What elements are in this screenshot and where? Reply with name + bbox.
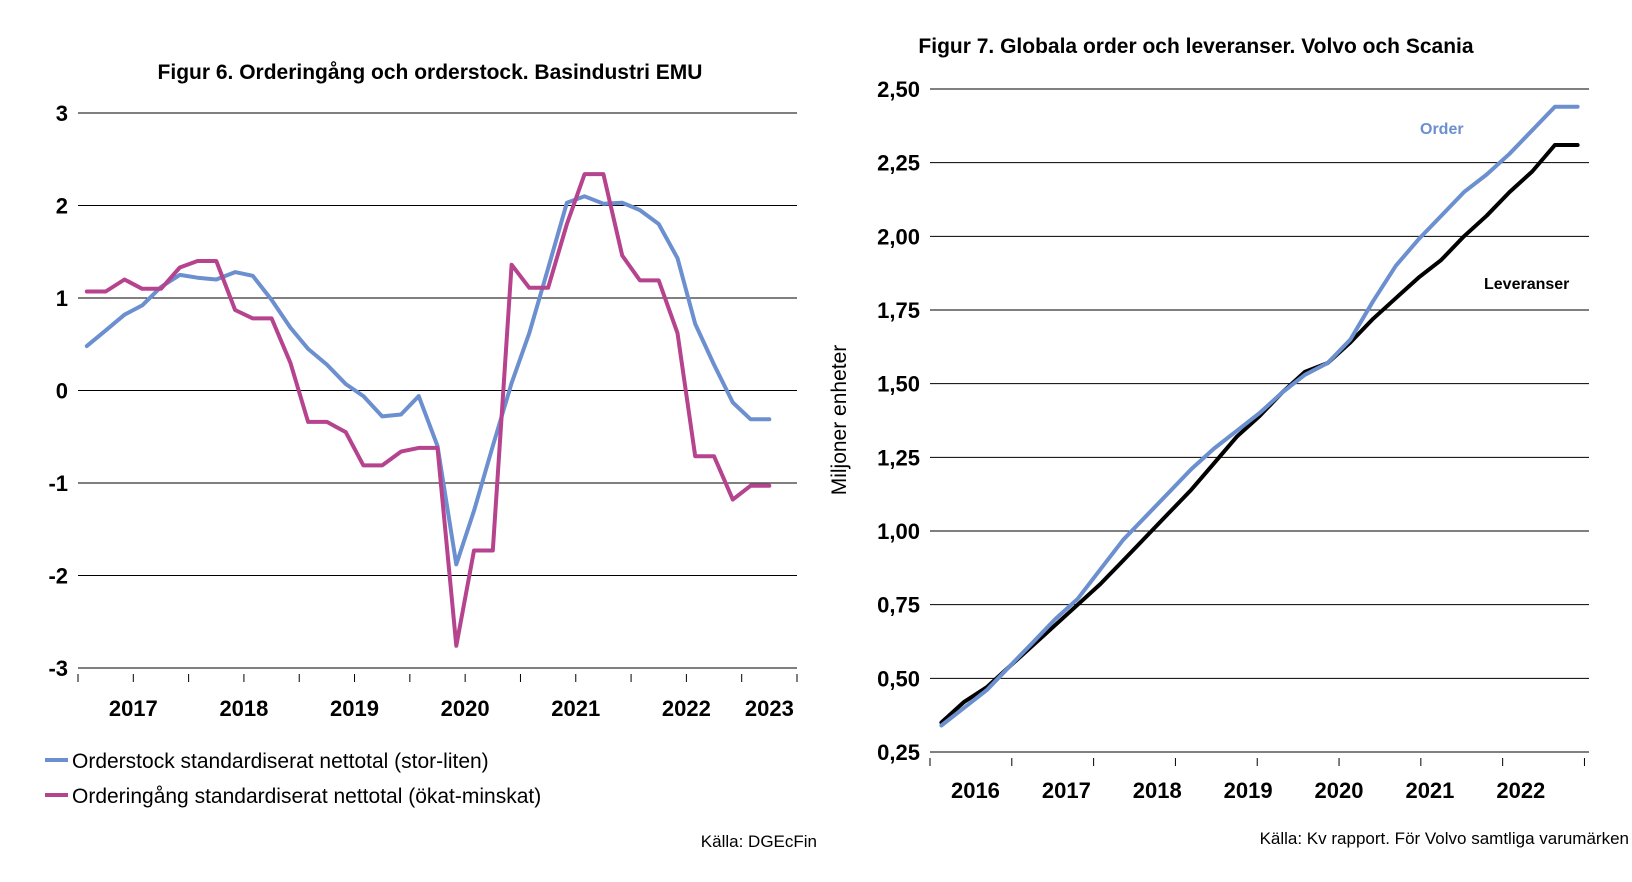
series-line-a — [84, 194, 772, 567]
y-tick-label: 1,50 — [877, 372, 920, 397]
x-tick-label: 2022 — [662, 696, 711, 721]
series-lines — [939, 104, 1580, 728]
y-tick-label: -3 — [48, 656, 68, 681]
series-lines — [84, 172, 772, 648]
source-note: Källa: DGEcFin — [701, 832, 817, 851]
series-label-leveranser: Leveranser — [1484, 276, 1569, 293]
series-label-order: Order — [1420, 121, 1464, 138]
chart-figur-7: Figur 7. Globala order och leveranser. V… — [828, 35, 1629, 848]
x-tick-label: 2023 — [745, 696, 794, 721]
x-tick-label: 2020 — [441, 696, 490, 721]
x-tick-label: 2021 — [551, 696, 600, 721]
chart-title: Figur 7. Globala order och leveranser. V… — [918, 35, 1473, 58]
y-tick-label: 1,75 — [877, 298, 920, 323]
x-tick-label: 2020 — [1315, 778, 1364, 803]
gridlines — [930, 88, 1589, 753]
gridlines — [78, 112, 797, 669]
legend-label-orderingang: Orderingång standardiserat nettotal (öka… — [72, 785, 541, 808]
x-tick-label: 2017 — [1042, 778, 1091, 803]
y-tick-labels: 2,50 2,25 2,00 1,75 1,50 1,25 1,00 0,75 0,50 0,25 — [877, 77, 920, 765]
y-tick-label: 1 — [56, 286, 68, 311]
y-tick-label: 0,75 — [877, 593, 920, 618]
legend: Orderstock standardiserat nettotal (stor… — [45, 750, 541, 808]
x-tick-label: 2018 — [1133, 778, 1182, 803]
chart-figur-6: Figur 6. Orderingång och orderstock. Bas… — [45, 61, 817, 851]
y-tick-label: 3 — [56, 101, 68, 126]
x-axis: 2016 2017 2018 2019 2020 2021 2022 — [929, 751, 1589, 803]
x-axis: 2017 2018 2019 2020 2021 2022 2023 — [77, 667, 798, 721]
y-tick-label: 0,50 — [877, 666, 920, 691]
chart-panel-left: Figur 6. Orderingång och orderstock. Bas… — [45, 61, 817, 851]
y-tick-label: -2 — [48, 564, 68, 589]
x-tick-label: 2016 — [951, 778, 1000, 803]
chart-title: Figur 6. Orderingång och orderstock. Bas… — [158, 61, 703, 84]
series-line-b — [84, 172, 772, 648]
y-tick-label: -1 — [48, 471, 68, 496]
x-tick-label: 2019 — [1224, 778, 1273, 803]
y-tick-label: 2,25 — [877, 151, 920, 176]
x-tick-label: 2018 — [219, 696, 268, 721]
y-tick-label: 2,50 — [877, 77, 920, 102]
y-tick-label: 1,00 — [877, 519, 920, 544]
series-line-a — [939, 143, 1580, 725]
source-note: Källa: Kv rapport. För Volvo samtliga va… — [1260, 829, 1629, 848]
y-tick-label: 2,00 — [877, 224, 920, 249]
x-tick-label: 2017 — [109, 696, 158, 721]
y-tick-label: 0 — [56, 379, 68, 404]
y-tick-labels: 3 2 1 0 -1 -2 -3 — [48, 101, 68, 681]
y-axis-label: Miljoner enheter — [828, 345, 851, 496]
x-tick-label: 2022 — [1496, 778, 1545, 803]
x-tick-label: 2021 — [1405, 778, 1454, 803]
chart-panel-right: Figur 7. Globala order och leveranser. V… — [820, 0, 1632, 882]
series-line-b — [939, 104, 1580, 728]
y-tick-label: 2 — [56, 194, 68, 219]
x-tick-label: 2019 — [330, 696, 379, 721]
y-tick-label: 0,25 — [877, 740, 920, 765]
y-tick-label: 1,25 — [877, 445, 920, 470]
legend-label-orderstock: Orderstock standardiserat nettotal (stor… — [72, 750, 489, 773]
